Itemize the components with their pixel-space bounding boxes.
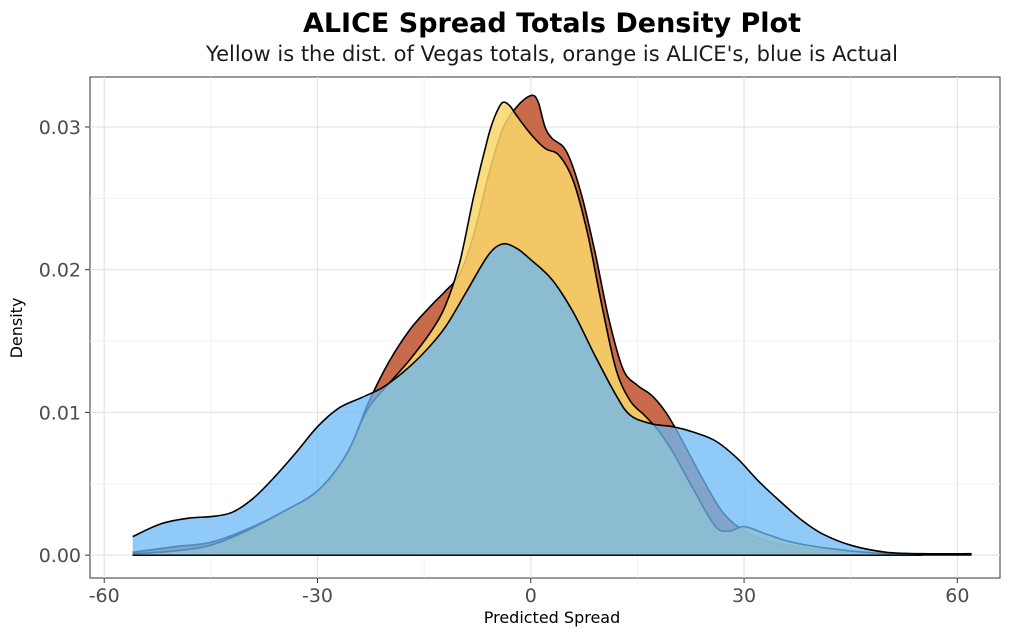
y-tick-label: 0.02 [39, 260, 81, 282]
x-tick-label: 0 [525, 585, 537, 607]
y-tick-label: 0.03 [39, 117, 81, 139]
x-axis-title: Predicted Spread [484, 608, 621, 627]
chart-title: ALICE Spread Totals Density Plot [303, 8, 801, 39]
y-tick-label: 0.00 [39, 545, 81, 567]
axis-layer: -60 -30 0 30 60 0.00 0.01 0.02 0.03 [39, 117, 970, 607]
chart-subtitle: Yellow is the dist. of Vegas totals, ora… [205, 42, 898, 66]
x-tick-label: -30 [302, 585, 333, 607]
density-line-actual [132, 242, 972, 555]
series-layer [132, 94, 972, 556]
x-tick-label: 60 [945, 585, 969, 607]
x-tick-label: 30 [732, 585, 756, 607]
x-tick-label: -60 [89, 585, 120, 607]
y-tick-label: 0.01 [39, 402, 81, 424]
y-axis-title: Density [7, 298, 26, 359]
density-area-actual [132, 243, 972, 556]
